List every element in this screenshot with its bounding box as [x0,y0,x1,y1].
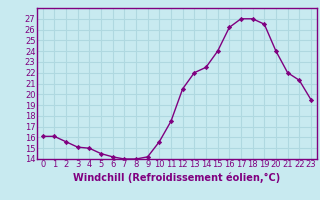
X-axis label: Windchill (Refroidissement éolien,°C): Windchill (Refroidissement éolien,°C) [73,172,280,183]
